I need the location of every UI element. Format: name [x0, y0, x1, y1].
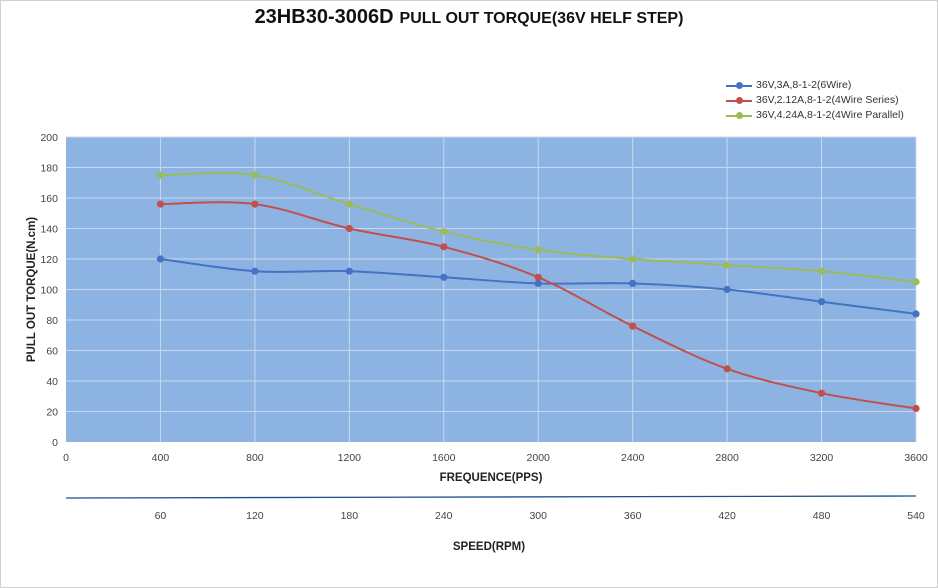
chart-title: 23HB30-3006D PULL OUT TORQUE(36V HELF STE… [0, 6, 938, 29]
y-tick-label-120: 120 [40, 254, 58, 266]
y-tick-label-20: 20 [46, 407, 58, 419]
speed-tick-label-540: 540 [907, 510, 925, 522]
series-1-point-3600 [912, 310, 920, 318]
series-1-point-2400 [629, 279, 637, 287]
speed-tick-label-420: 420 [718, 510, 736, 522]
chart-legend: 36V,3A,8-1-2(6Wire) 36V,2.12A,8-1-2(4Wire… [724, 78, 904, 123]
x-tick-label-3200: 3200 [810, 452, 834, 464]
speed-tick-label-120: 120 [246, 510, 264, 522]
series-1-point-1600 [440, 273, 448, 281]
x-axis-title: FREQUENCE(PPS) [440, 472, 543, 484]
chart-title-model: 23HB30-3006D [254, 6, 394, 28]
series-2-point-2000 [534, 273, 542, 281]
x-tick-label-2000: 2000 [527, 452, 551, 464]
y-tick-label-160: 160 [40, 193, 58, 205]
y-tick-label-40: 40 [46, 376, 58, 388]
y-tick-label-0: 0 [52, 437, 58, 449]
x-tick-label-2400: 2400 [621, 452, 645, 464]
legend-marker-swatch [736, 82, 743, 89]
series-3-point-3200 [817, 267, 826, 275]
series-1-point-1200 [345, 267, 353, 275]
series-2-point-1200 [345, 224, 353, 233]
chart-title-subtitle: PULL OUT TORQUE(36V HELF STEP) [399, 10, 684, 27]
series-2-point-2400 [629, 322, 637, 330]
series-3-point-2000 [534, 246, 542, 254]
speed-tick-label-180: 180 [341, 510, 359, 522]
x-tick-label-1200: 1200 [338, 452, 362, 464]
legend-item-2: 36V,2.12A,8-1-2(4Wire Series) [724, 93, 904, 108]
series-2-point-800 [251, 200, 259, 208]
x-tick-label-2800: 2800 [715, 452, 739, 464]
series-3-point-2400 [629, 255, 637, 263]
legend-label: 36V,4.24A,8-1-2(4Wire Parallel) [756, 109, 904, 121]
x-tick-label-3600: 3600 [904, 452, 928, 464]
series-3-point-800 [251, 171, 259, 179]
y-tick-label-60: 60 [46, 346, 58, 358]
y-tick-label-80: 80 [46, 315, 58, 327]
series-1-point-800 [251, 267, 259, 275]
speed-tick-label-360: 360 [624, 510, 642, 522]
series-2-point-3200 [817, 389, 826, 397]
x-tick-label-1600: 1600 [432, 452, 456, 464]
series-2-point-400 [156, 200, 165, 208]
speed-tick-label-300: 300 [529, 510, 547, 522]
legend-item-1: 36V,3A,8-1-2(6Wire) [724, 78, 904, 93]
secondary-axis-title: SPEED(RPM) [453, 541, 525, 553]
speed-tick-label-60: 60 [155, 510, 167, 522]
legend-label: 36V,2.12A,8-1-2(4Wire Series) [756, 94, 899, 106]
speed-tick-label-240: 240 [435, 510, 453, 522]
x-tick-label-0: 0 [63, 452, 69, 464]
y-tick-label-180: 180 [40, 163, 58, 175]
series-3-point-2800 [723, 261, 731, 269]
series-1-point-400 [156, 255, 165, 263]
legend-marker-swatch [736, 97, 743, 104]
series-2-point-2800 [723, 365, 731, 373]
series-1-point-2000 [534, 279, 542, 287]
y-tick-label-100: 100 [40, 285, 58, 297]
legend-item-3: 36V,4.24A,8-1-2(4Wire Parallel) [724, 108, 904, 123]
series-3-point-400 [156, 171, 165, 179]
y-axis-title: PULL OUT TORQUE(N.cm) [26, 217, 38, 362]
series-3-point-3600 [912, 278, 920, 286]
x-tick-label-800: 800 [246, 452, 264, 464]
speed-tick-label-480: 480 [813, 510, 831, 522]
series-3-point-1200 [345, 200, 353, 208]
series-2-point-1600 [440, 243, 448, 251]
secondary-axis-line [65, 495, 917, 499]
series-1-point-2800 [723, 285, 731, 294]
series-2-point-3600 [912, 404, 920, 413]
legend-label: 36V,3A,8-1-2(6Wire) [756, 79, 852, 91]
series-3-point-1600 [440, 227, 448, 236]
legend-marker-swatch [736, 112, 743, 119]
series-1-point-3200 [817, 298, 826, 306]
x-tick-label-400: 400 [152, 452, 170, 464]
y-tick-label-200: 200 [40, 132, 58, 144]
y-tick-label-140: 140 [40, 224, 58, 236]
